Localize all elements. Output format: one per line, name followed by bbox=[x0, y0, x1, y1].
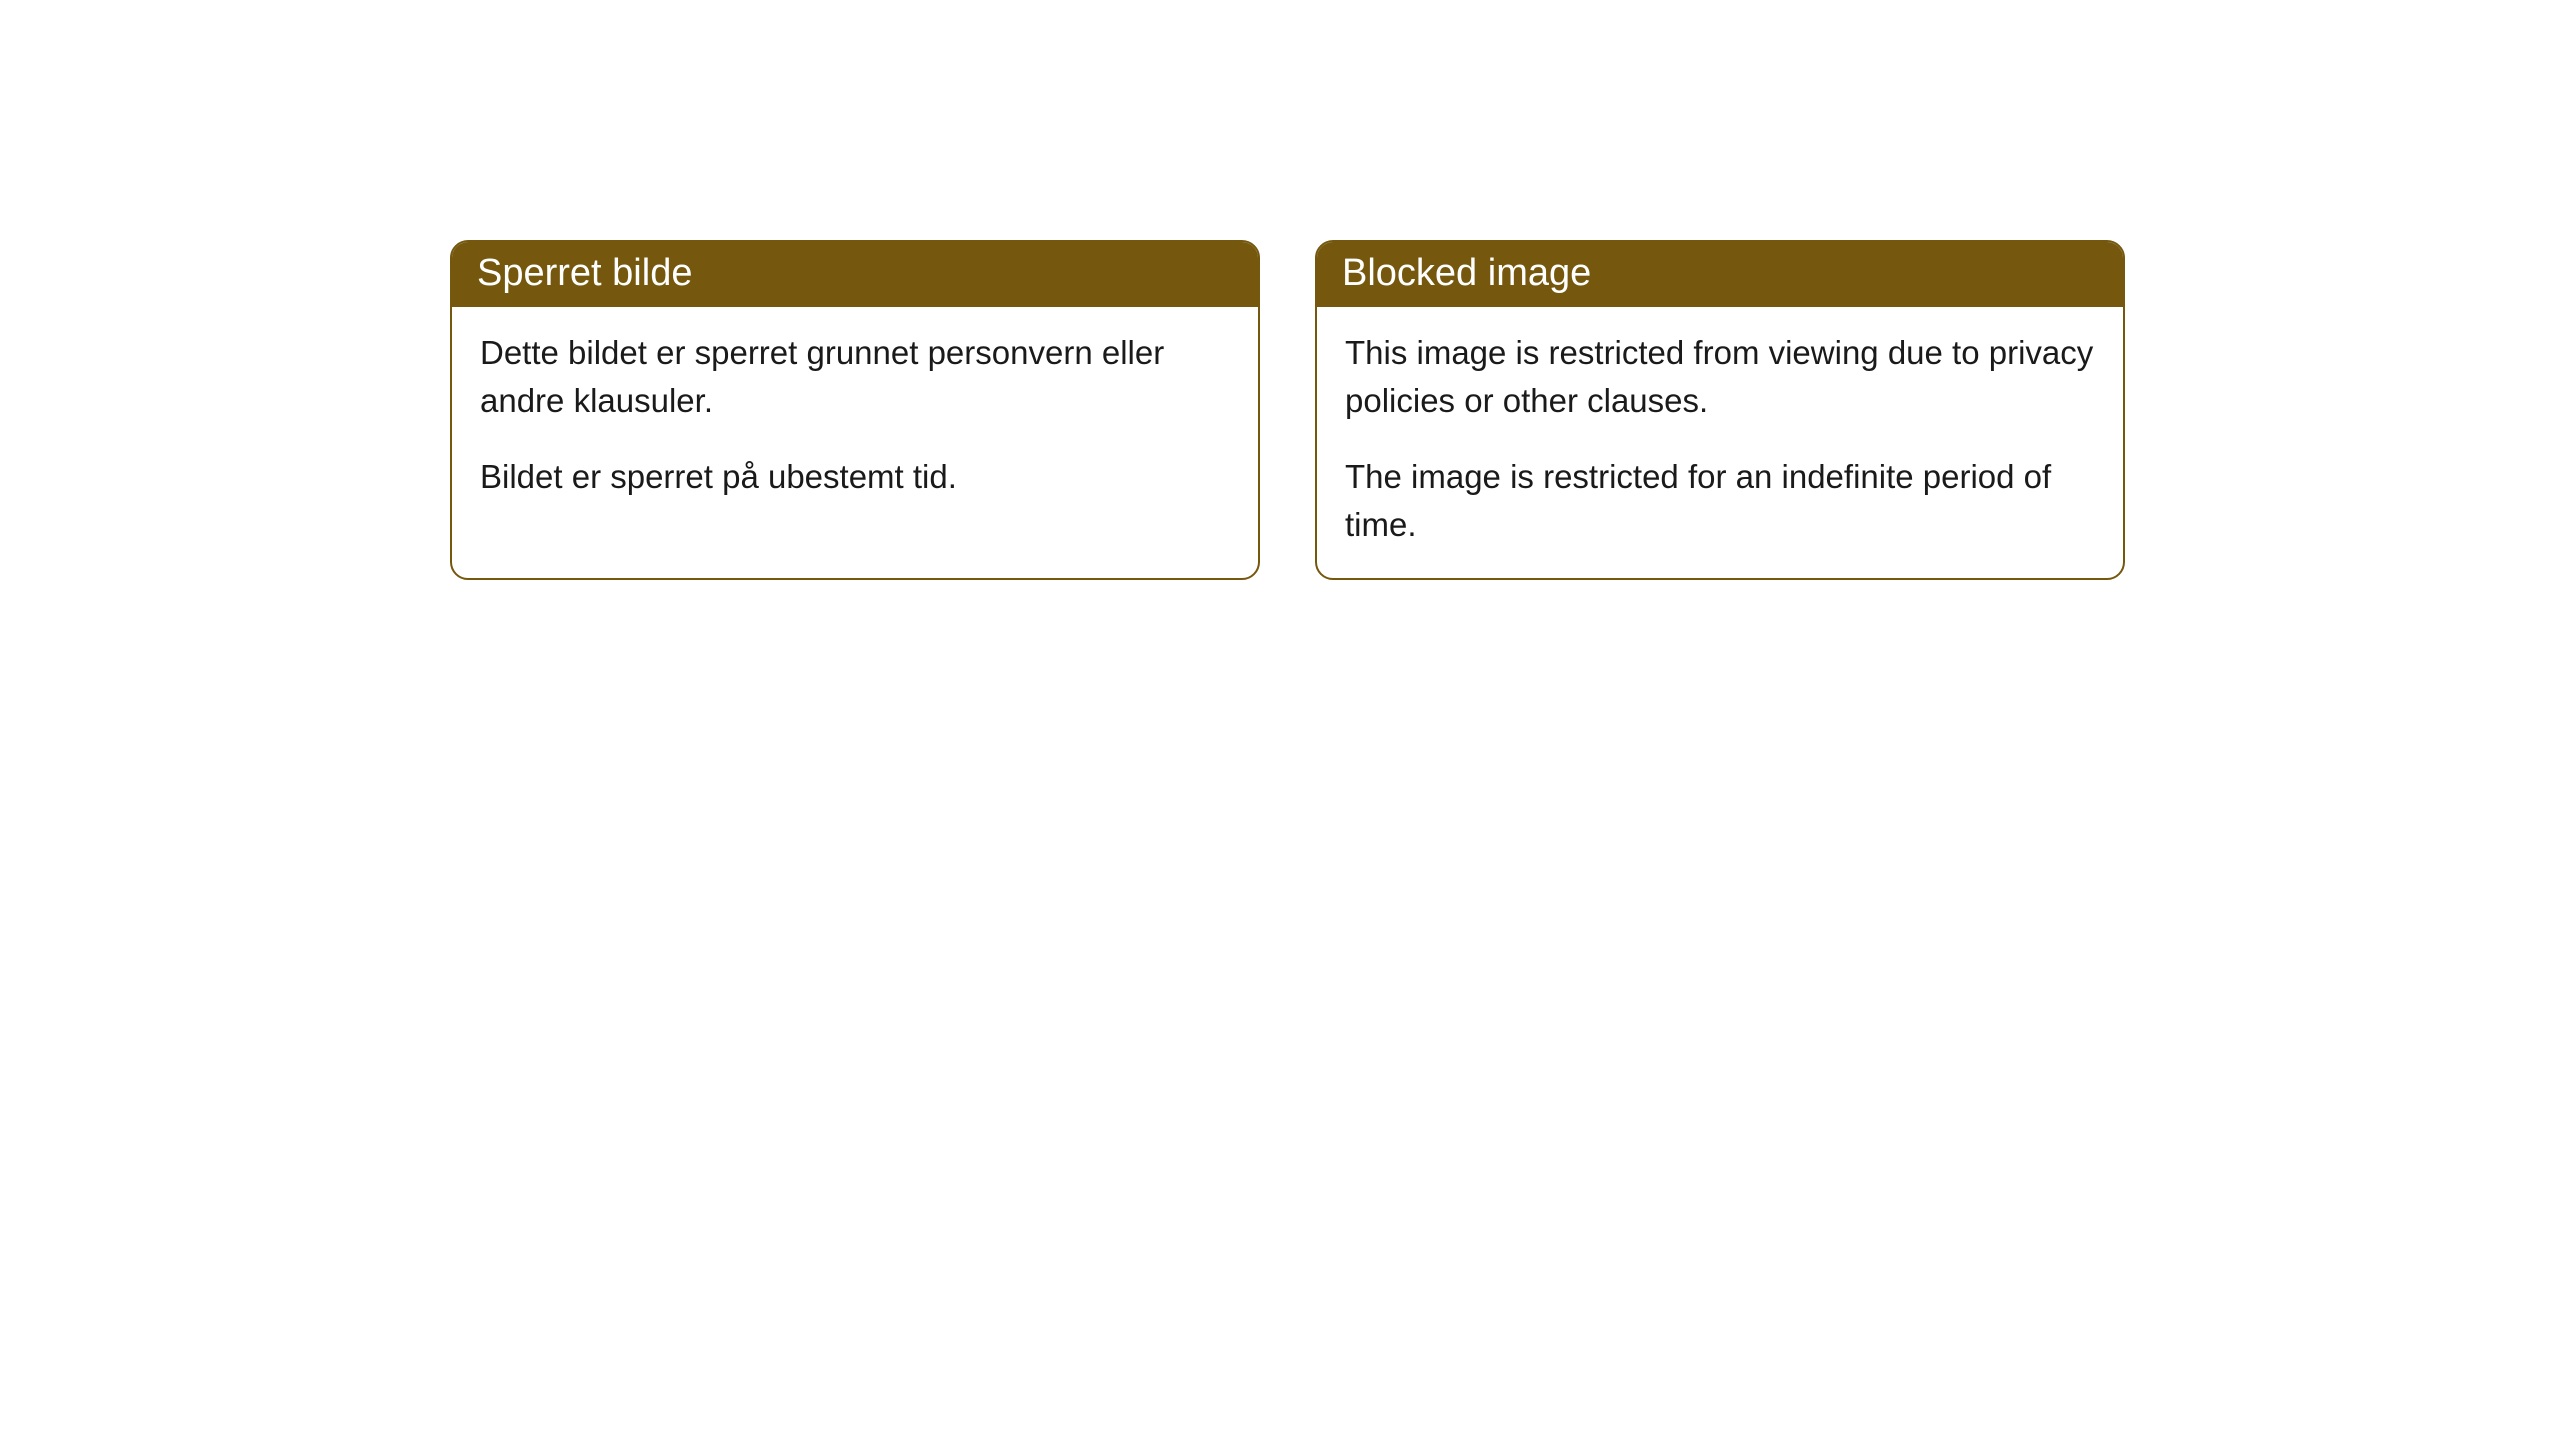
card-title: Blocked image bbox=[1342, 252, 1591, 294]
card-title: Sperret bilde bbox=[477, 252, 692, 294]
info-cards-container: Sperret bilde Dette bildet er sperret gr… bbox=[450, 240, 2125, 580]
card-header: Blocked image bbox=[1317, 242, 2123, 307]
card-body: This image is restricted from viewing du… bbox=[1317, 307, 2123, 578]
card-paragraph: Dette bildet er sperret grunnet personve… bbox=[480, 329, 1230, 425]
card-paragraph: This image is restricted from viewing du… bbox=[1345, 329, 2095, 425]
card-header: Sperret bilde bbox=[452, 242, 1258, 307]
blocked-image-card-norwegian: Sperret bilde Dette bildet er sperret gr… bbox=[450, 240, 1260, 580]
card-paragraph: The image is restricted for an indefinit… bbox=[1345, 453, 2095, 549]
card-body: Dette bildet er sperret grunnet personve… bbox=[452, 307, 1258, 531]
card-paragraph: Bildet er sperret på ubestemt tid. bbox=[480, 453, 1230, 501]
blocked-image-card-english: Blocked image This image is restricted f… bbox=[1315, 240, 2125, 580]
